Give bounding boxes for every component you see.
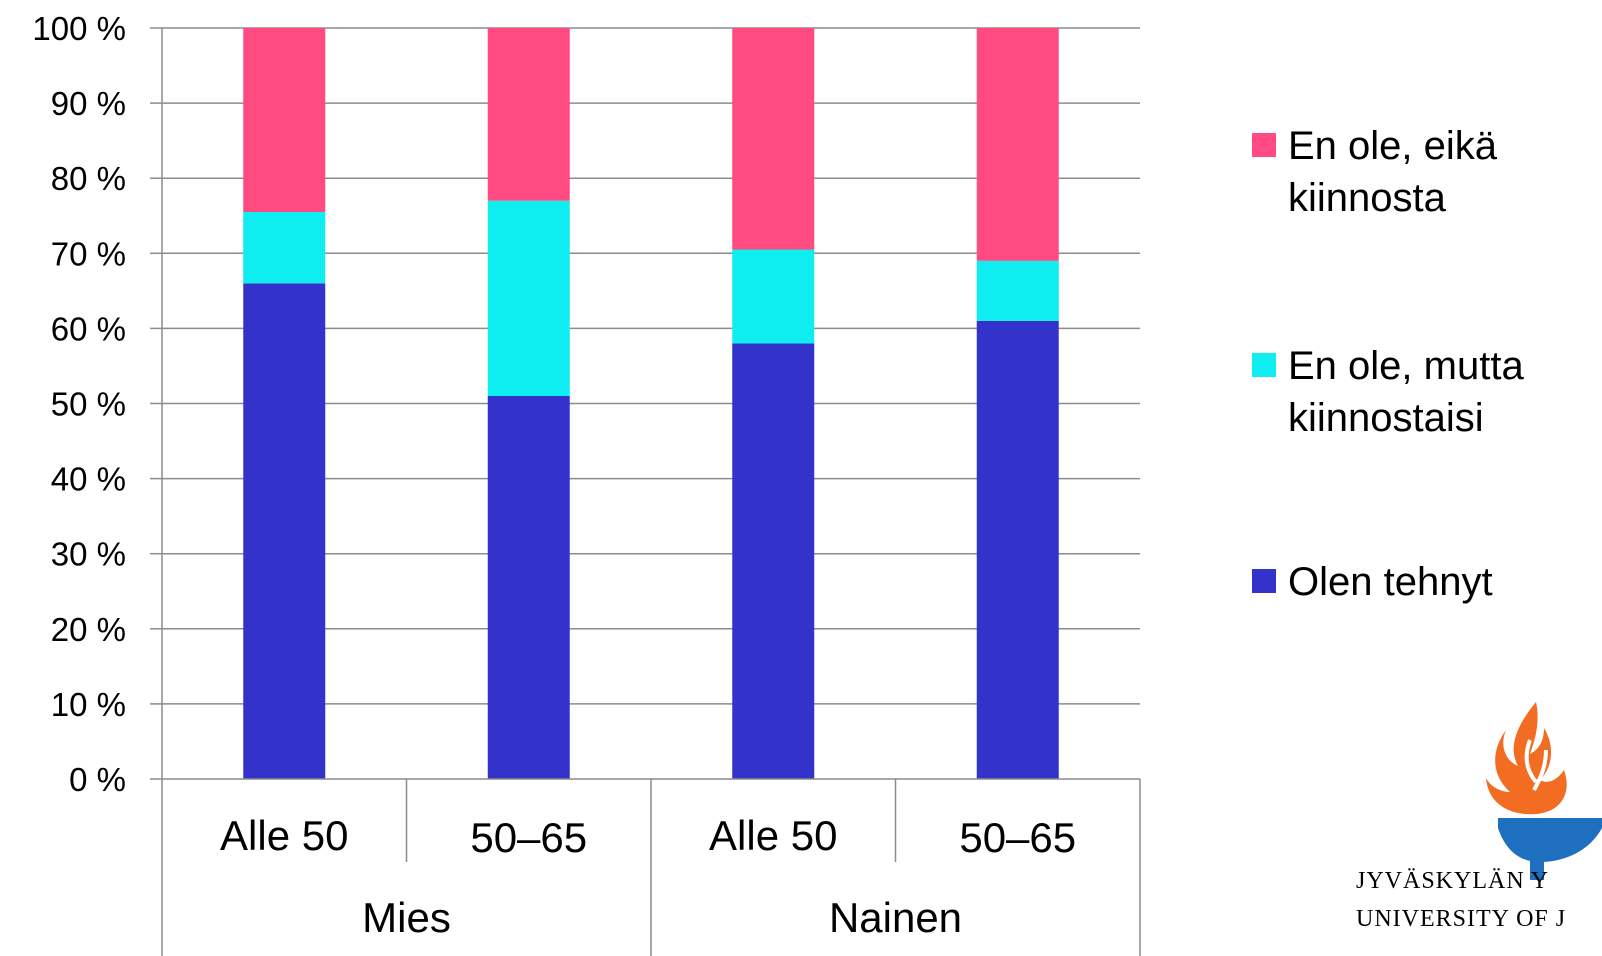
legend-item-en-ole-eika-kiinnosta: En ole, eikä kiinnosta (1252, 120, 1588, 224)
bar-segment-1 (732, 343, 815, 779)
legend-swatch (1252, 133, 1276, 157)
legend-label: En ole, mutta kiinnostaisi (1288, 344, 1524, 440)
x-group-label: Mies (362, 894, 451, 941)
logo-text-line1: JYVÄSKYLÄN Y (1356, 868, 1550, 894)
y-tick-label: 100 % (32, 10, 126, 47)
logo-text-line2: UNIVERSITY OF J (1356, 906, 1567, 932)
y-tick-labels: 0 % 10 % 20 % 30 % 40 % 50 % 60 % 70 % 80 % 90 % 1… (32, 10, 126, 798)
y-tick-label: 90 % (51, 85, 126, 122)
legend-item-en-ole-mutta-kiinnostaisi: En ole, mutta kiinnostaisi (1252, 340, 1588, 444)
bar-segment-2 (487, 200, 570, 396)
bar-segment-1 (976, 320, 1059, 779)
torch-cup (1498, 818, 1602, 862)
x-category-label: 50–65 (959, 814, 1076, 861)
bar-segment-1 (243, 283, 326, 779)
stacked-bar-chart: 0 % 10 % 20 % 30 % 40 % 50 % 60 % 70 % 80 % 90 % 1… (32, 10, 1141, 956)
x-category-label: Alle 50 (220, 812, 348, 859)
y-tick-label: 0 % (69, 761, 126, 798)
university-logo: JYVÄSKYLÄN Y UNIVERSITY OF J (1340, 700, 1602, 956)
x-category-label: Alle 50 (709, 812, 837, 859)
x-group-labels: Mies Nainen (362, 894, 962, 941)
legend-item-olen-tehnyt: Olen tehnyt (1252, 556, 1588, 608)
y-tick-label: 30 % (51, 536, 126, 573)
y-tick-label: 10 % (51, 686, 126, 723)
bar-segment-3 (976, 28, 1059, 261)
legend-swatch (1252, 353, 1276, 377)
x-category-label: 50–65 (470, 814, 587, 861)
x-group-label: Nainen (829, 894, 962, 941)
bar-segment-3 (243, 28, 326, 212)
x-category-labels: Alle 50 50–65 Alle 50 50–65 (220, 812, 1076, 861)
y-tick-label: 40 % (51, 461, 126, 498)
y-tick-label: 20 % (51, 611, 126, 648)
bar-segment-3 (732, 28, 815, 250)
bar-segment-2 (243, 211, 326, 284)
bar-segment-1 (487, 395, 570, 779)
axes (150, 27, 1141, 956)
bars (243, 28, 1059, 779)
legend-label: En ole, eikä kiinnosta (1288, 124, 1498, 220)
y-tick-label: 60 % (51, 310, 126, 347)
y-tick-label: 50 % (51, 386, 126, 423)
bar-segment-3 (487, 28, 570, 201)
bar-segment-2 (976, 260, 1059, 321)
torch-icon (1486, 702, 1602, 880)
bar-segment-2 (732, 249, 815, 344)
legend-label: Olen tehnyt (1288, 560, 1493, 604)
legend-swatch (1252, 569, 1276, 593)
y-tick-label: 70 % (51, 235, 126, 272)
y-tick-label: 80 % (51, 160, 126, 197)
